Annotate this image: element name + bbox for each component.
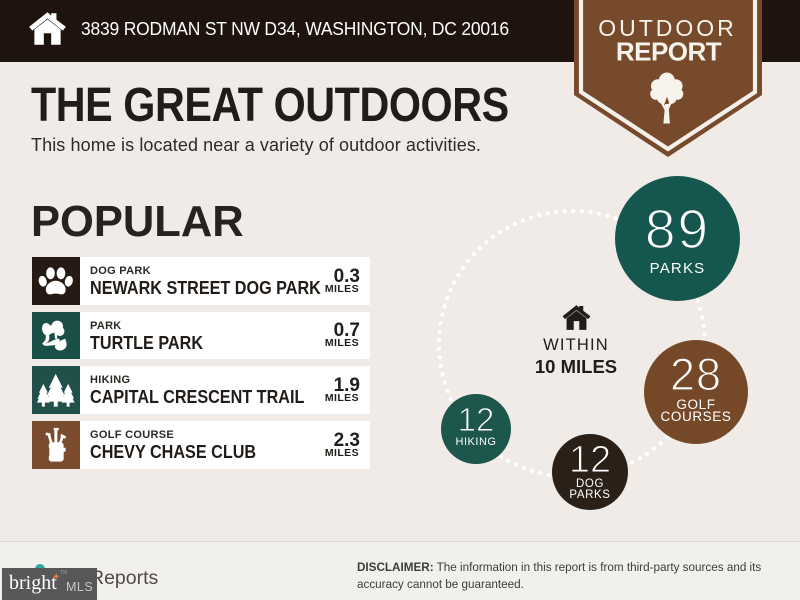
svg-text:OUTDOOR: OUTDOOR: [598, 15, 737, 41]
svg-text:REPORT: REPORT: [616, 37, 722, 67]
